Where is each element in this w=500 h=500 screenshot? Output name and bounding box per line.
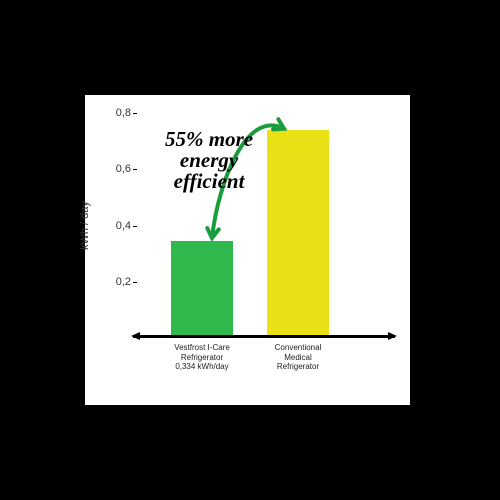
category-label: ConventionalMedicalRefrigerator bbox=[257, 343, 339, 372]
chart-container: kWh / day 0,20,40,60,855% more energy ef… bbox=[85, 95, 410, 405]
y-axis-label: kWh / day bbox=[79, 201, 91, 250]
category-label: Vestfrost I-CareRefrigerator0,334 kWh/da… bbox=[161, 343, 243, 372]
ytick-label: 0,6 bbox=[116, 163, 131, 175]
ytick-label: 0,8 bbox=[116, 107, 131, 119]
efficiency-annotation: 55% more energy efficient bbox=[165, 129, 253, 192]
plot-area: 0,20,40,60,855% more energy efficient bbox=[137, 113, 395, 338]
ytick-label: 0,2 bbox=[116, 276, 131, 288]
ytick-label: 0,4 bbox=[116, 220, 131, 232]
